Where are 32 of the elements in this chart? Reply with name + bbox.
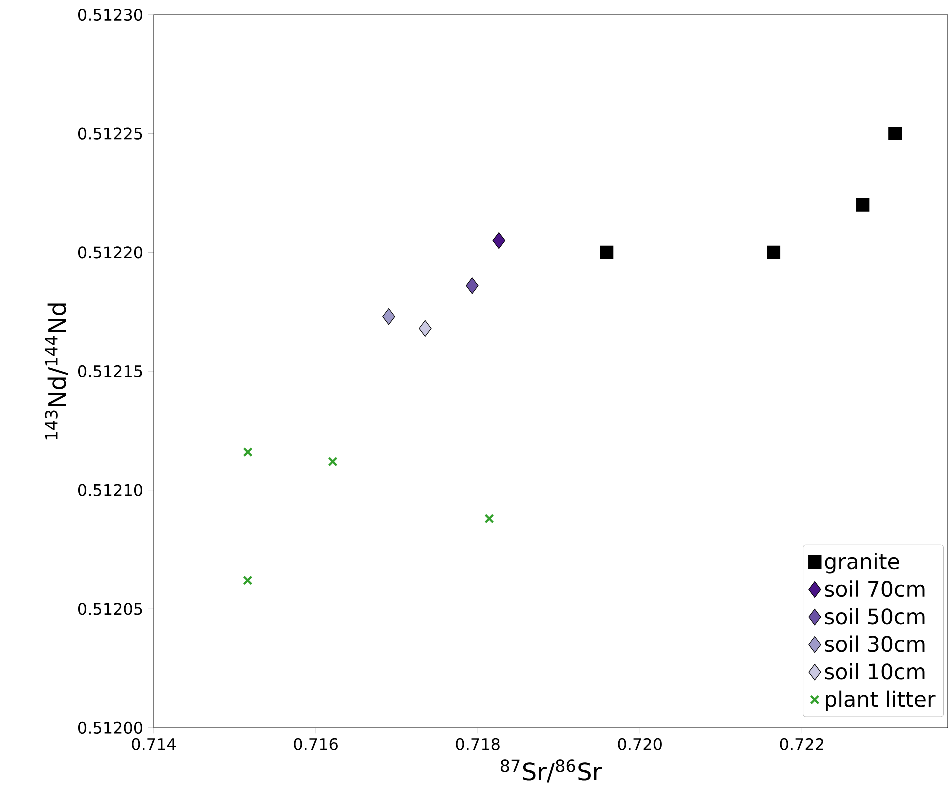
y-tick-label: 0.51225	[78, 128, 142, 140]
legend-label: soil 70cm	[825, 580, 925, 598]
point	[328, 456, 338, 467]
point	[466, 278, 479, 294]
x-tick-label: 0.722	[780, 738, 824, 750]
y-tick-label: 0.51220	[78, 246, 143, 259]
point	[492, 232, 506, 250]
y-tick-label: 0.51230	[78, 8, 143, 22]
legend-label: soil 30cm	[825, 636, 925, 652]
x-tick-label: 0.714	[132, 738, 176, 750]
point	[382, 308, 396, 326]
point	[888, 127, 902, 141]
x-tick-label: 0.716	[294, 738, 338, 750]
x-tick-label: 0.718	[456, 738, 500, 750]
legend-label: soil 50cm	[825, 608, 925, 625]
point	[767, 246, 781, 260]
x-tick-label: 0.720	[618, 738, 662, 750]
point	[856, 198, 870, 212]
y-tick-label: 0.51200	[78, 722, 143, 734]
legend-label: plant litter	[826, 690, 936, 712]
legend-label: granite	[825, 553, 900, 574]
point	[484, 514, 494, 524]
y-tick-label: 0.51215	[78, 365, 142, 378]
legend-label: soil 10cm	[825, 663, 925, 680]
point	[600, 246, 614, 260]
point	[243, 447, 253, 458]
x-axis-title: $^{87}$Sr/$^{86}$Sr	[500, 760, 602, 783]
y-axis-title: $^{143}$Nd/$^{144}$Nd	[45, 304, 68, 440]
point	[419, 320, 432, 338]
y-tick-label: 0.51210	[78, 484, 143, 496]
y-tick-label: 0.51205	[78, 603, 142, 616]
point	[243, 576, 253, 586]
